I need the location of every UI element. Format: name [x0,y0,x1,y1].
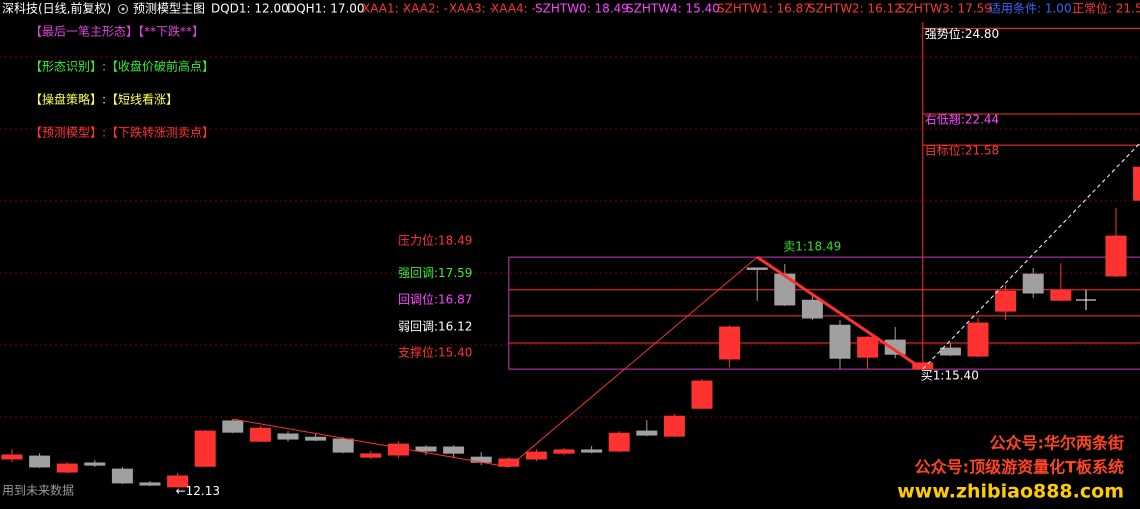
header-item: 预测模型主图 [133,2,205,16]
candle-body [360,453,382,458]
header-item: SZHTW3: 17.59 [898,2,992,16]
watermark: 公众号:顶级游资量化T板系统 [915,458,1124,477]
candle-body [746,267,768,270]
cursor [1076,290,1096,310]
target-label: 目标位:21.58 [925,143,999,158]
watermark: 公众号:华尔两条街 [990,434,1124,453]
candle-body [1,454,23,460]
candle-body [111,468,133,484]
level-label: 支撑位:15.40 [398,345,472,360]
signal-label: 卖1:18.49 [783,240,841,254]
watermark: www.zhibiao888.com [897,481,1124,503]
header-item: XAA4: - [491,2,536,16]
level-label: 强回调:17.59 [398,266,472,280]
header-item: 深科技(日线,前复权) [2,1,111,16]
candle-body [1105,235,1127,277]
zigzag-segment [232,418,509,468]
candle-body [1133,166,1140,201]
plot: 压力位:18.49 强回调:17.59 回调位:16.87 弱回调:16.12 支撑位:… [1,22,1140,498]
candle-body [56,463,78,473]
candle-body [332,438,354,453]
target-label: 强势位:24.80 [925,26,999,41]
candle-body [829,324,851,359]
candle-body [884,339,906,355]
menu-icon[interactable] [118,4,128,14]
candle-body [1050,289,1072,301]
candle-body [995,290,1017,312]
annotation: 【形态识别】:【收盘价破前高点】 [30,59,214,74]
candle-body [222,420,244,433]
candle-body [498,458,520,467]
header-item: 正常位: 21.5 [1072,1,1140,16]
header-item: SZHTW4: 15.40 [626,2,720,16]
target-label: 右低翘:22.44 [925,111,999,126]
header-item: DQH1: 17.00 [287,2,365,16]
annotation: 【最后一笔主形态】【**下跌**】 [30,24,204,39]
zigzag-segment [756,255,924,371]
footnote: 用到未来数据 [2,483,74,498]
header-item: XAA3: - [449,2,494,16]
candle-body [29,455,51,468]
candle-body [525,451,547,460]
header-item: SZHTW2: 16.12 [808,2,902,16]
candle-body [553,449,575,454]
candle-body [691,380,713,409]
level-label: 回调位:16.87 [398,291,472,306]
candle-body [719,326,741,360]
candle-body [608,432,630,452]
candle-body [939,347,961,356]
header-item: 适用条件: 1.00 [989,2,1072,16]
header-item: SZHTW0: 18.49 [535,2,629,16]
candle-body [443,446,465,454]
header-item: DQD1: 12.00 [211,2,289,16]
level-label: 弱回调:16.12 [398,320,472,334]
candle-body [636,430,658,436]
candle-body [387,443,409,456]
candle-body [139,482,161,486]
candle-body [967,322,989,357]
header-item: SZHTW1: 16.87 [717,2,811,16]
candle-body [249,427,271,442]
candle-body [801,299,823,319]
low-marker: ←12.13 [176,484,220,498]
annotation: 【预测模型】:【下跌转涨测卖点】 [30,125,214,140]
signal-label: 买1:15.40 [921,369,979,383]
header-item: XAA2: - [403,2,448,16]
level-label: 压力位:18.49 [398,233,472,248]
candle-body [581,449,603,453]
candle-body [415,446,437,452]
header-item: XAA1: - [362,2,407,16]
candle-body [84,462,106,466]
menu-icon-dot [121,7,125,11]
grid [0,56,1140,418]
candle-body [663,415,685,437]
annotation: 【操盘策略】:【短线看涨】 [30,92,178,107]
candle-body [305,436,327,441]
candle-body [194,430,216,467]
candle-body [857,336,879,358]
candle-body [1022,273,1044,294]
candle-body [167,475,189,488]
zigzag-segment [508,256,758,468]
candle-body [277,433,299,440]
candle-body [470,456,492,463]
